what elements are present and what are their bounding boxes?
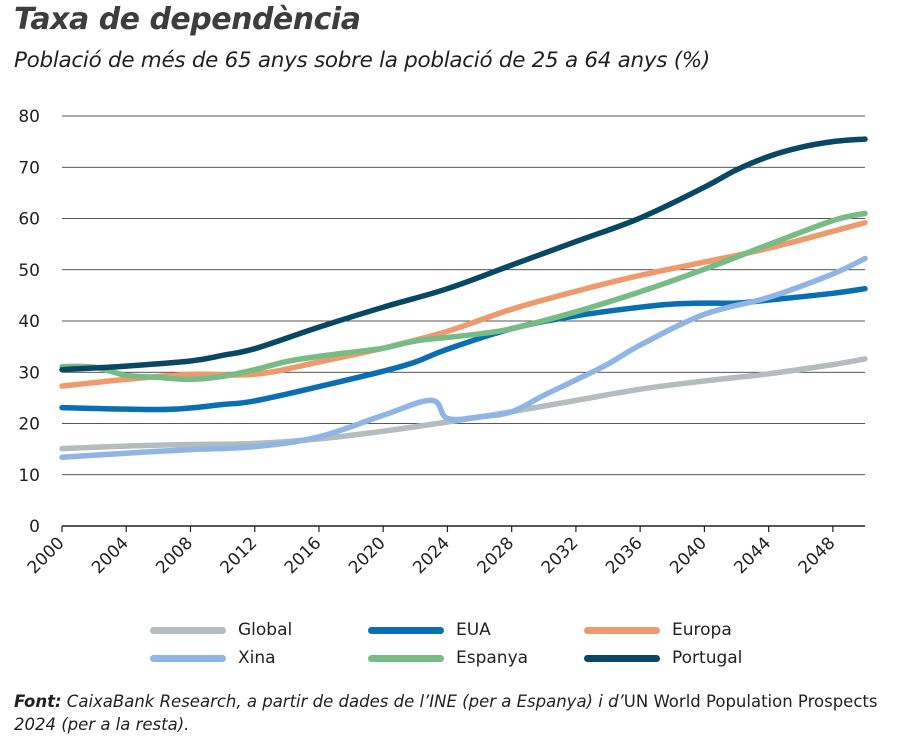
- x-tick-label-2000: 2000: [24, 533, 69, 578]
- y-tick-label-50: 50: [18, 261, 40, 281]
- x-tick-label-2028: 2028: [473, 533, 518, 578]
- y-tick-label-20: 20: [18, 415, 40, 435]
- y-tick-label-0: 0: [29, 517, 40, 537]
- x-tick-label-2044: 2044: [730, 533, 775, 578]
- y-tick-label-40: 40: [18, 312, 40, 332]
- legend-swatch-espanya: [368, 654, 444, 662]
- legend-label-espanya: Espanya: [456, 648, 529, 668]
- chart-title: Taxa de dependència: [14, 2, 361, 37]
- y-tick-label-60: 60: [18, 210, 40, 230]
- x-tick-label-2032: 2032: [538, 533, 583, 578]
- legend-label-europa: Europa: [672, 620, 732, 640]
- x-tick-label-2036: 2036: [602, 533, 647, 578]
- legend-swatch-global: [150, 626, 226, 634]
- legend-label-portugal: Portugal: [672, 648, 743, 668]
- x-tick-label-2004: 2004: [88, 533, 133, 578]
- x-tick-label-2016: 2016: [281, 533, 326, 578]
- x-tick-label-2020: 2020: [345, 533, 390, 578]
- y-tick-label-30: 30: [18, 363, 40, 383]
- series-line-xina: [59, 255, 868, 461]
- source-text-1: CaixaBank Research, a partir de dades de…: [61, 692, 624, 711]
- source-label: Font:: [14, 692, 62, 711]
- legend-swatch-xina: [150, 654, 226, 662]
- gridlines: [62, 115, 865, 476]
- x-tick-label-2008: 2008: [152, 533, 197, 578]
- legend-swatch-europa: [584, 626, 660, 634]
- axes: 0 10 20 30 40 50 60 70 80 2000 2004 2008 2012 2016 202…: [18, 107, 865, 578]
- x-tick-label-2048: 2048: [795, 533, 840, 578]
- y-tick-label-80: 80: [18, 107, 40, 127]
- legend: Global EUA Europa Xina Espanya Portugal: [150, 618, 850, 674]
- x-tick-label-2012: 2012: [217, 533, 262, 578]
- chart-subtitle: Població de més de 65 anys sobre la pobl…: [14, 48, 711, 73]
- legend-item-xina: Xina: [150, 646, 276, 670]
- x-tick-label-2040: 2040: [666, 533, 711, 578]
- x-tick-label-2024: 2024: [409, 533, 454, 578]
- legend-label-global: Global: [238, 620, 293, 640]
- source-text-3: 2024 (per a la resta).: [14, 715, 190, 734]
- series-lines: [59, 136, 868, 461]
- legend-item-eua: EUA: [368, 618, 491, 642]
- y-tick-label-10: 10: [18, 466, 40, 486]
- legend-item-europa: Europa: [584, 618, 732, 642]
- legend-item-global: Global: [150, 618, 292, 642]
- series-line-portugal: [59, 136, 868, 373]
- legend-label-eua: EUA: [456, 620, 491, 640]
- legend-item-espanya: Espanya: [368, 646, 528, 670]
- y-tick-label-70: 70: [18, 158, 40, 178]
- legend-swatch-eua: [368, 626, 444, 634]
- series-line-espanya: [59, 210, 868, 383]
- legend-swatch-portugal: [584, 654, 660, 662]
- legend-item-portugal: Portugal: [584, 646, 742, 670]
- source-text-2: UN World Population Prospects: [623, 692, 878, 711]
- series-line-eua: [59, 285, 868, 413]
- line-chart: 0 10 20 30 40 50 60 70 80 2000 2004 2008 2012 2016 202…: [18, 107, 868, 578]
- legend-label-xina: Xina: [238, 648, 276, 668]
- source-note: Font: CaixaBank Research, a partir de da…: [14, 690, 884, 736]
